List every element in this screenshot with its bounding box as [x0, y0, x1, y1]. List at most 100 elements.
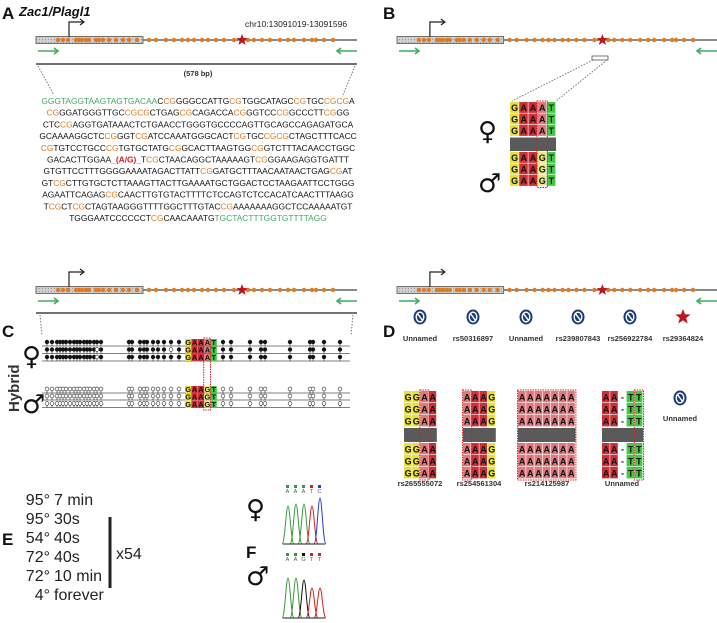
alignment-cell — [404, 455, 412, 467]
methylated-cpg — [150, 339, 156, 345]
male-symbol: ♂ — [22, 390, 45, 420]
alignment-cell — [537, 125, 547, 136]
cpg-dot — [179, 287, 185, 293]
alignment-cell — [610, 443, 618, 455]
cpg-dot — [481, 287, 486, 293]
alignment-cell — [542, 415, 551, 427]
reverse-primer-icon — [335, 47, 342, 55]
variant-alignments: GGAAGGAAGGAAGGAAGGAAGGAArs265555072AAAGA… — [398, 389, 644, 488]
alignment-cell — [471, 415, 479, 427]
cpg-site: CG — [234, 131, 247, 141]
unmethylated-cpg — [77, 386, 83, 392]
alignment-row-text: GGAA — [405, 417, 437, 427]
cpg-dot — [96, 37, 102, 43]
methylated-cpg — [258, 339, 264, 345]
sequence-text: CAACAAATG — [163, 213, 214, 223]
sequence-text: GTGTTCCTTTGGGGAAAATAGACTTATT — [44, 166, 201, 176]
cpg-dot — [199, 37, 205, 43]
sequence-text: GG — [336, 108, 349, 118]
female-symbol: ♀ — [22, 342, 41, 372]
unmethylated-cpg — [262, 386, 268, 392]
sequence-text: TGGCATAGC — [242, 96, 294, 106]
cpg-site: CG — [104, 131, 117, 141]
trace-peak — [297, 579, 311, 619]
no-snp-icon — [413, 309, 427, 325]
variant-label: rs50316897 — [453, 334, 493, 343]
alignment-row-text: GAAGT — [511, 176, 555, 186]
sequence-text: AAAAAAAGGCTCCAAAAATGT — [233, 201, 352, 211]
unmethylated-cpg — [310, 386, 316, 392]
alignment-row-text: AA-TT — [603, 445, 642, 455]
alignment-cell — [479, 443, 487, 455]
alignment-cell — [550, 391, 559, 403]
base-call-marker — [302, 485, 305, 488]
icon-ring — [415, 311, 425, 323]
tss-arrow-icon — [440, 268, 446, 276]
alignment-cell — [197, 339, 204, 347]
cpg-dot — [185, 37, 191, 43]
methylated-cpg — [87, 339, 93, 345]
cpg-dot — [457, 37, 463, 43]
unmethylated-cpg — [150, 401, 156, 406]
cpg-dot — [416, 37, 422, 43]
alignment-cell — [428, 467, 437, 479]
panel-d: D Unnamed rs50316897 Unnamed rs239807843 rs2… — [383, 268, 717, 488]
methylated-cpg — [247, 347, 253, 352]
panel-label-b: B — [383, 4, 395, 23]
cpg-dot — [646, 287, 651, 293]
alignment-row-text: GAAGT — [185, 400, 216, 409]
base-call-marker — [294, 553, 297, 556]
alignment-row-text: AAAG — [464, 405, 495, 415]
cpg-dot — [267, 287, 273, 293]
alignment-cell — [518, 403, 526, 415]
unmethylated-cpg — [287, 401, 293, 406]
cpg-dot — [574, 287, 579, 293]
alignment-cell — [634, 455, 643, 467]
alignment-cell — [634, 391, 643, 403]
female-symbol: ♀ — [478, 117, 497, 147]
step-temperature: 72° — [26, 549, 50, 566]
alignment-cell — [412, 415, 420, 427]
alignment-cell — [567, 467, 575, 479]
alignment-cell — [528, 163, 537, 175]
alignment-cell — [519, 163, 528, 175]
cpg-dot — [171, 287, 177, 293]
cpg-dot — [153, 287, 159, 293]
unmethylated-cpg — [98, 393, 104, 399]
alignment-row-text: AA-TT — [603, 457, 642, 467]
alignment-cell — [634, 415, 643, 427]
sequence-text: GGATGGGTTGC — [59, 108, 124, 118]
cpg-dot — [309, 287, 315, 293]
sequence-line: CGGGATGGGTTGCCGCGCTGAGCGCAGACCACGGGTCCCG… — [47, 108, 350, 118]
reverse-primer-icon — [695, 297, 702, 305]
alignment-row-text: GAAAT — [511, 115, 555, 125]
cpg-site: CG — [200, 166, 213, 176]
cpg-dot — [321, 37, 327, 43]
icon-slash — [522, 313, 530, 321]
methylated-cpg — [161, 354, 167, 360]
alignment-cell — [550, 467, 559, 479]
unmethylated-cpg — [155, 401, 161, 406]
alignment-cell — [526, 443, 534, 455]
methylated-cpg — [44, 354, 50, 360]
cpg-dot — [582, 287, 587, 293]
alignment-cell — [528, 102, 537, 113]
alignment-cell — [610, 455, 618, 467]
alignment-cell — [412, 455, 420, 467]
cpg-dot — [651, 37, 657, 43]
cpg-dot — [221, 287, 227, 293]
alignment-row-text: AA-TT — [603, 469, 642, 479]
alignment-row-text: GAAGT — [185, 392, 216, 401]
cpg-dot — [245, 37, 251, 43]
unmethylated-cpg — [337, 393, 343, 399]
methylated-cpg — [337, 347, 343, 352]
alignment-cell — [626, 403, 635, 415]
panel-a: A Zac1/Plagl1 chr10:13091019-13091596 (5… — [2, 4, 357, 223]
alignment-cell — [204, 339, 211, 347]
forward-primer-icon — [414, 297, 421, 305]
methylated-cpg — [77, 354, 83, 360]
alignment-row-text: GAAGT — [511, 165, 555, 175]
methylated-cpg — [144, 354, 150, 360]
step-temperature: 54° — [26, 530, 50, 547]
unmethylated-cpg — [337, 401, 343, 406]
